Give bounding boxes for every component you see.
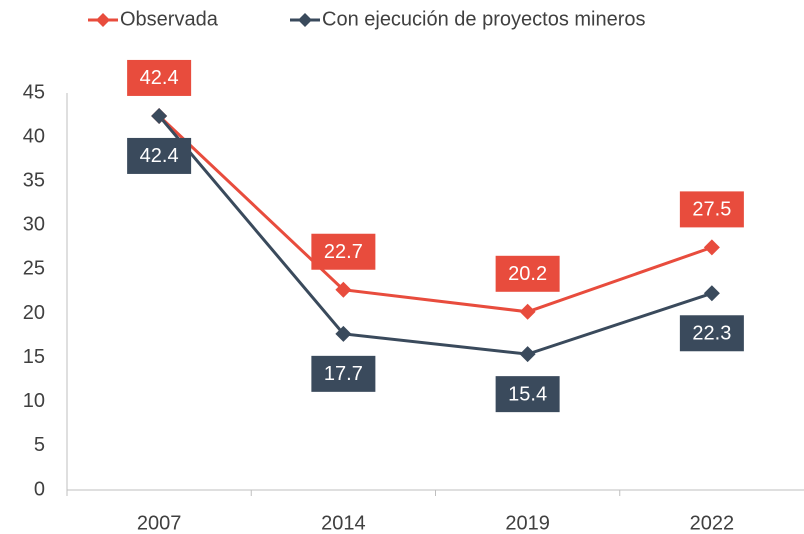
data-label: 15.4 bbox=[508, 383, 547, 405]
legend-label: Con ejecución de proyectos mineros bbox=[322, 8, 646, 30]
data-label-box bbox=[495, 376, 560, 413]
y-tick-label: 40 bbox=[23, 125, 45, 147]
x-tick-label: 2022 bbox=[690, 512, 735, 534]
legend-marker bbox=[298, 13, 312, 27]
data-label: 22.3 bbox=[692, 323, 731, 345]
legend-label: Observada bbox=[120, 8, 219, 30]
data-label: 20.2 bbox=[508, 263, 547, 285]
point-marker bbox=[519, 346, 536, 363]
data-label-box bbox=[311, 233, 376, 270]
point-marker bbox=[335, 325, 352, 342]
series-line bbox=[157, 114, 713, 356]
data-label: 27.5 bbox=[692, 199, 731, 221]
point-marker bbox=[703, 285, 720, 302]
y-tick-label: 15 bbox=[23, 346, 45, 368]
point-marker bbox=[519, 303, 536, 320]
data-label-box bbox=[127, 137, 192, 174]
x-tick-label: 2019 bbox=[505, 512, 550, 534]
x-tick-label: 2014 bbox=[321, 512, 366, 534]
data-label-box bbox=[311, 355, 376, 392]
y-tick-label: 20 bbox=[23, 302, 45, 324]
point-marker bbox=[335, 281, 352, 298]
data-label: 42.4 bbox=[140, 67, 179, 89]
point-marker bbox=[151, 107, 168, 124]
legend-marker bbox=[96, 13, 110, 27]
y-tick-label: 10 bbox=[23, 390, 45, 412]
y-tick-label: 25 bbox=[23, 258, 45, 280]
y-tick-label: 45 bbox=[23, 81, 45, 103]
y-tick-label: 35 bbox=[23, 170, 45, 192]
data-label-box bbox=[495, 255, 560, 292]
y-tick-label: 5 bbox=[34, 434, 45, 456]
y-tick-label: 0 bbox=[34, 478, 45, 500]
x-tick-label: 2007 bbox=[137, 512, 182, 534]
data-label-box bbox=[679, 191, 744, 228]
series-line bbox=[158, 114, 713, 314]
data-label: 42.4 bbox=[140, 145, 179, 167]
point-marker bbox=[703, 239, 720, 256]
data-label: 22.7 bbox=[324, 241, 363, 263]
y-tick-label: 30 bbox=[23, 214, 45, 236]
data-label-box bbox=[679, 315, 744, 352]
data-label: 17.7 bbox=[324, 363, 363, 385]
data-label-box bbox=[127, 59, 192, 96]
